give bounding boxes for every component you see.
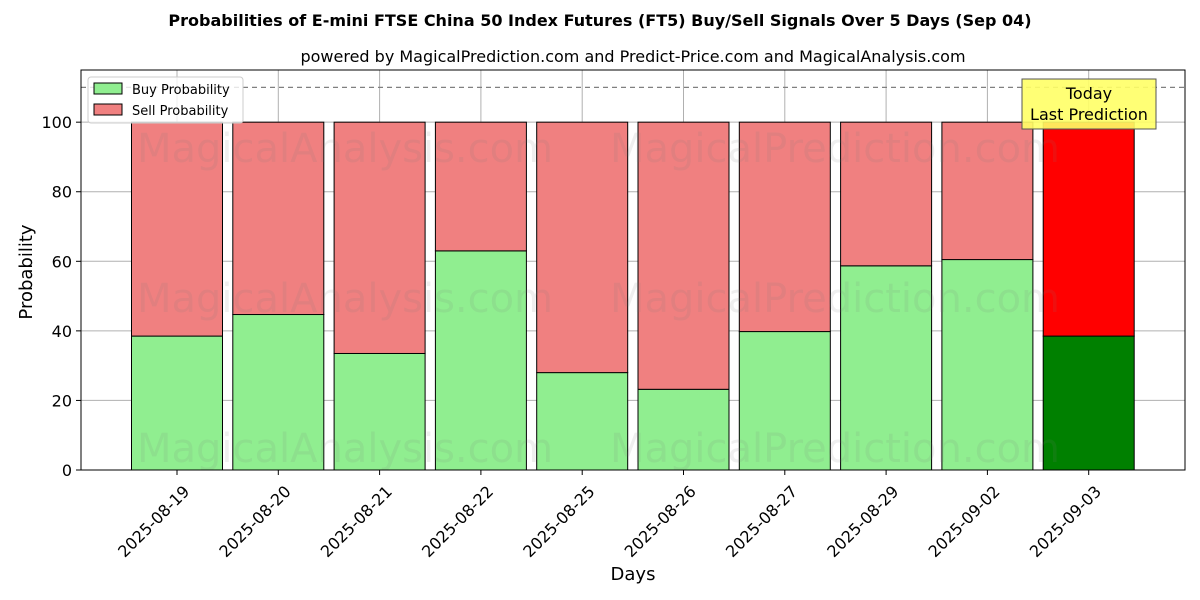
today-annotation: Today Last Prediction xyxy=(1021,78,1157,130)
buy-bar xyxy=(941,259,1034,471)
watermark-text: MagicalPrediction.com xyxy=(610,126,1060,172)
x-axis-ticks: 2025-08-19 2025-08-20 2025-08-21 2025-08-22… xyxy=(114,470,1105,561)
chart-subtitle: powered by MagicalPrediction.com and Pre… xyxy=(300,47,965,66)
annotation-line-1: Today xyxy=(1065,84,1112,103)
buy-bar xyxy=(637,388,730,471)
bars xyxy=(131,121,1135,471)
y-tick-label: 80 xyxy=(52,183,72,202)
y-axis-label: Probability xyxy=(16,224,37,319)
y-tick-label: 40 xyxy=(52,322,72,341)
buy-bar xyxy=(840,265,933,471)
buy-bar xyxy=(1042,335,1135,471)
y-tick-label: 20 xyxy=(52,391,72,410)
plot-frame xyxy=(80,69,1186,471)
legend-box xyxy=(87,76,244,124)
buy-bar xyxy=(536,372,629,471)
watermark-text: MagicalPrediction.com xyxy=(610,426,1060,472)
chart-title: Probabilities of E-mini FTSE China 50 In… xyxy=(168,11,1031,30)
annotation-line-2: Last Prediction xyxy=(1030,105,1148,124)
sell-bar xyxy=(637,121,730,390)
sell-bar xyxy=(840,121,933,267)
watermarks: MagicalAnalysis.com MagicalPrediction.com… xyxy=(137,126,1060,472)
x-tick-label: 2025-08-19 xyxy=(114,482,193,561)
x-tick-label: 2025-08-21 xyxy=(317,482,396,561)
sell-bar xyxy=(434,121,527,252)
buy-bar xyxy=(434,250,527,471)
x-tick-label: 2025-09-02 xyxy=(925,482,1004,561)
watermark-text: MagicalPrediction.com xyxy=(610,276,1060,322)
y-tick-label: 60 xyxy=(52,252,72,271)
y-tick-label: 100 xyxy=(41,113,72,132)
watermark-text: MagicalAnalysis.com xyxy=(137,276,553,322)
y-axis-ticks: 0 20 40 60 80 100 xyxy=(41,113,81,480)
x-tick-label: 2025-08-22 xyxy=(418,482,497,561)
sell-bar xyxy=(941,121,1034,261)
x-tick-label: 2025-08-27 xyxy=(722,482,801,561)
sell-bar xyxy=(232,121,325,316)
annotation-box xyxy=(1021,78,1157,130)
buy-bar xyxy=(333,352,426,471)
sell-bar xyxy=(131,121,223,337)
buy-bar xyxy=(131,335,223,471)
legend-label-buy: Buy Probability xyxy=(132,83,230,98)
watermark-text: MagicalAnalysis.com xyxy=(137,426,553,472)
x-axis-label: Days xyxy=(611,564,656,585)
buy-bar xyxy=(738,331,831,471)
sell-bar xyxy=(1042,121,1135,337)
sell-bar xyxy=(536,121,629,374)
legend: Buy Probability Sell Probability xyxy=(87,76,244,124)
x-tick-label: 2025-08-26 xyxy=(621,482,700,561)
legend-swatch-sell xyxy=(93,103,123,116)
legend-swatch-buy xyxy=(93,82,123,95)
sell-bar xyxy=(333,121,426,354)
x-tick-label: 2025-08-29 xyxy=(823,482,902,561)
watermark-text: MagicalAnalysis.com xyxy=(137,126,553,172)
x-tick-label: 2025-08-25 xyxy=(519,482,598,561)
x-tick-label: 2025-09-03 xyxy=(1026,482,1105,561)
sell-bar xyxy=(738,121,831,333)
y-tick-label: 0 xyxy=(62,461,72,480)
x-tick-label: 2025-08-20 xyxy=(215,482,294,561)
legend-label-sell: Sell Probability xyxy=(132,104,229,119)
